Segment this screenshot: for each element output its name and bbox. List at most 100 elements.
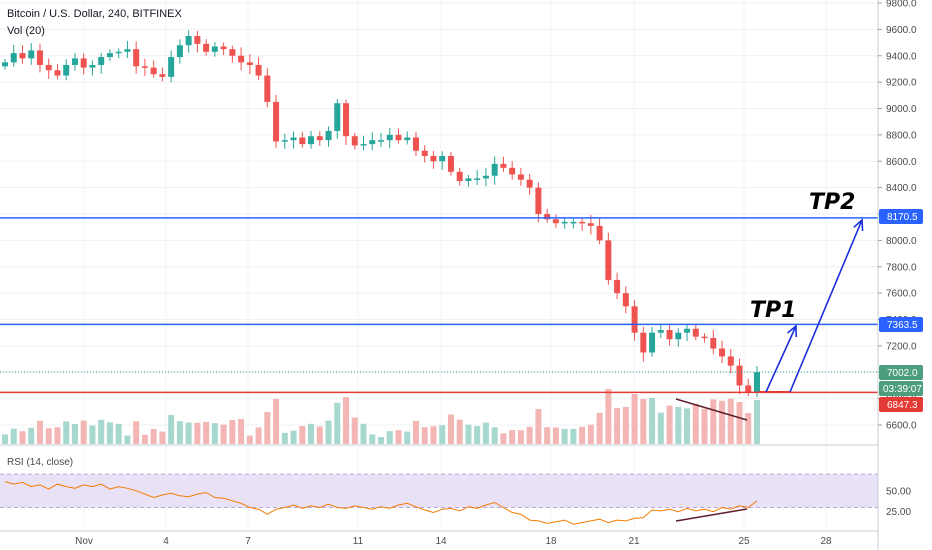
- support-price-tag: 6847.3: [879, 397, 923, 412]
- candle-body: [447, 155, 454, 172]
- volume-bar: [89, 425, 96, 444]
- candle-body: [587, 223, 594, 226]
- candle-body: [238, 55, 245, 63]
- x-tick-label: 25: [738, 536, 750, 547]
- volume-bar: [176, 421, 183, 444]
- volume-bar: [98, 419, 105, 444]
- volume-bar: [526, 426, 533, 444]
- candle-body: [150, 67, 157, 75]
- y-tick-label: 9400.0: [886, 51, 917, 62]
- volume-bar: [579, 426, 586, 444]
- rsi-divergence-line: [675, 508, 748, 522]
- candle-body: [622, 293, 629, 307]
- candle-body: [176, 45, 183, 58]
- volume-bar: [509, 430, 516, 444]
- volume-bar: [308, 423, 315, 444]
- volume-bar: [570, 429, 577, 444]
- candle-body: [754, 372, 760, 393]
- volume-bar: [360, 423, 367, 444]
- candle-body: [684, 328, 691, 333]
- volume-bar: [264, 412, 271, 444]
- volume-bar: [447, 414, 454, 444]
- candle-body: [561, 221, 568, 224]
- candle-body: [692, 328, 699, 337]
- tp2-label: TP2: [809, 190, 855, 215]
- x-tick-label: 4: [163, 536, 169, 547]
- annotation-overlay: [675, 218, 864, 522]
- countdown-text: 03:39:07: [883, 384, 922, 395]
- volume-bar: [255, 427, 262, 444]
- candle-body: [701, 336, 708, 339]
- volume-bar: [430, 426, 437, 444]
- volume-bar: [378, 437, 384, 444]
- last-price-text: 7002.0: [887, 368, 918, 379]
- volume-bar: [701, 408, 708, 444]
- candle-body: [570, 221, 577, 224]
- volume-bar: [412, 421, 419, 444]
- candle-body: [745, 385, 752, 393]
- y-tick-label: 8600.0: [886, 157, 917, 168]
- volume-bar: [133, 421, 140, 444]
- volume-bar: [404, 431, 411, 444]
- volume-bar: [395, 430, 402, 444]
- volume-bar: [657, 412, 664, 444]
- y-tick-label: 8800.0: [886, 130, 917, 141]
- volume-bar: [622, 407, 629, 444]
- tp1-arrow-head: [787, 324, 798, 338]
- candle-body: [28, 50, 35, 59]
- candle-body: [465, 178, 472, 182]
- candle-body: [63, 64, 70, 76]
- tp1-arrow: [765, 325, 797, 393]
- support-price-text: 6847.3: [887, 400, 918, 411]
- volume-bar: [561, 428, 568, 444]
- candle-body: [71, 58, 78, 65]
- last-price-tag: 7002.0: [879, 365, 923, 380]
- candle-body: [649, 332, 656, 353]
- volume-bar: [36, 420, 43, 444]
- candle-body: [168, 57, 175, 77]
- candle-body: [657, 330, 664, 333]
- tp1-label: TP1: [750, 298, 796, 323]
- candle-body: [80, 58, 87, 68]
- candle-body: [255, 64, 262, 76]
- volume-bar: [614, 408, 621, 444]
- volume-bar: [211, 423, 218, 444]
- candle-body: [666, 330, 673, 340]
- volume-bar: [220, 424, 227, 444]
- candle-body: [491, 163, 498, 176]
- volume-bar: [456, 419, 463, 444]
- candles: [2, 30, 760, 398]
- candle-body: [412, 137, 419, 151]
- candle-body: [579, 221, 586, 224]
- volume-bar: [28, 427, 35, 444]
- candle-body: [2, 62, 8, 67]
- x-tick-label: Nov: [75, 536, 93, 547]
- candle-body: [281, 140, 288, 142]
- y-tick-label: 8400.0: [886, 183, 917, 194]
- volume-bar: [124, 435, 131, 444]
- time-axis[interactable]: Nov 4 7 11 14 18 21 25 28: [75, 536, 832, 547]
- volume-bar: [745, 413, 752, 444]
- volume-bar: [273, 399, 280, 444]
- volume-bar: [386, 431, 393, 444]
- candle-body: [736, 365, 743, 386]
- candle-body: [194, 35, 201, 44]
- y-tick-label: 8000.0: [886, 236, 917, 247]
- candle-body: [535, 187, 542, 214]
- candle-body: [596, 225, 603, 241]
- volume-bar: [439, 425, 446, 444]
- volume-bar: [710, 399, 717, 444]
- volume-bar: [10, 428, 17, 444]
- y-tick-label: 7200.0: [886, 341, 917, 352]
- rsi-panel: [0, 473, 878, 525]
- volume-bar: [185, 422, 192, 444]
- volume-bar: [71, 424, 78, 444]
- tp2-arrow-head: [853, 218, 864, 232]
- volume-bar: [203, 421, 210, 444]
- volume-bar: [675, 407, 682, 444]
- candle-body: [675, 332, 682, 340]
- candle-body: [220, 46, 227, 50]
- candle-body: [141, 66, 148, 68]
- chart-title: Bitcoin / U.S. Dollar, 240, BITFINEX: [7, 8, 183, 20]
